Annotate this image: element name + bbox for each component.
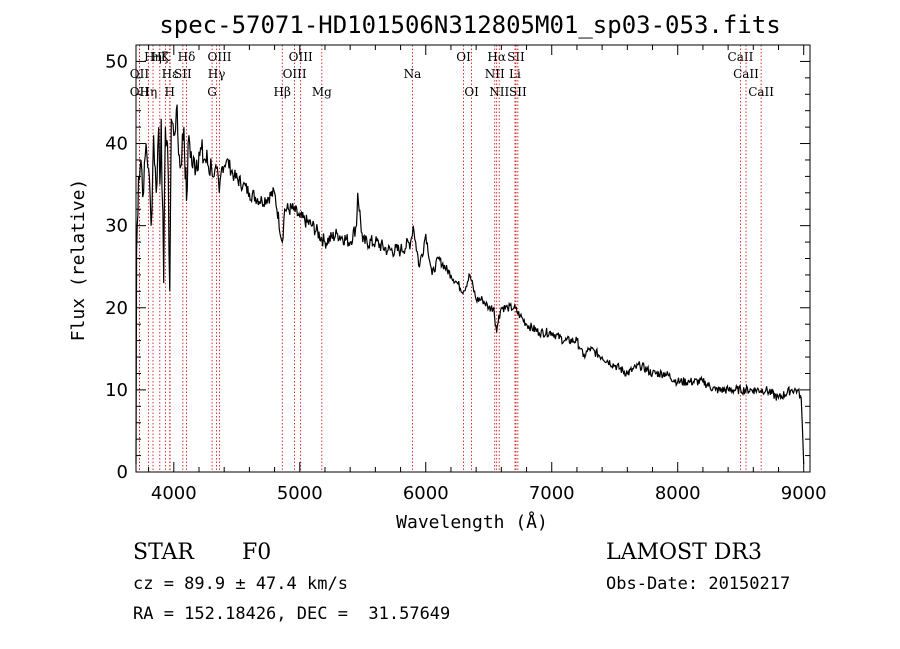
spectral-line-label: Hζ <box>151 50 168 64</box>
y-tick-label: 20 <box>105 298 128 319</box>
spectral-line-label: Na <box>404 67 422 81</box>
spectral-line-label: Hβ <box>274 85 291 99</box>
spectral-line-label: Hη <box>144 50 162 64</box>
y-tick-label: 0 <box>117 462 128 483</box>
spectral-line-label: G <box>207 85 217 99</box>
axis-ticks-layer: 4000 5000 6000 7000 8000 9000 0 10 20 30 40 50 <box>105 44 827 504</box>
x-tick-label: 5000 <box>277 483 323 504</box>
x-tick-label: 9000 <box>781 483 827 504</box>
spectral-line-label: NII <box>485 67 505 81</box>
redshift-readout: cz = 89.9 ± 47.4 km/s <box>133 574 348 594</box>
y-tick-label: 30 <box>105 216 128 237</box>
spectral-line-label: Li <box>509 67 521 81</box>
spectral-line-label: OIII <box>289 50 313 64</box>
plot-frame <box>135 44 811 473</box>
x-tick-label: 8000 <box>655 483 701 504</box>
x-tick-label: 7000 <box>529 483 575 504</box>
spectral-line-label: OII <box>130 85 150 99</box>
x-tick-label: 4000 <box>151 483 197 504</box>
x-tick-label: 6000 <box>403 483 449 504</box>
spectral-line-label: NII <box>489 85 509 99</box>
y-axis-label: Flux (relative) <box>68 179 89 342</box>
spectral-line-label: Hη <box>140 85 158 99</box>
spectral-line-label: Hγ <box>208 67 226 81</box>
spectral-line-label: K <box>161 50 171 64</box>
chart-title: spec-57071-HD101506N312805M01_sp03-053.f… <box>159 11 780 39</box>
spectral-line-label: Mg <box>312 85 332 99</box>
object-class: STAR <box>133 540 194 565</box>
spectral-line-label: Hδ <box>178 50 196 64</box>
spectral-line-label: OI <box>456 50 471 64</box>
x-axis-label: Wavelength (Å) <box>396 511 548 533</box>
spectral-lines-layer: OIIOIIHηHηHζKHHεSIIHδGHγOIIIHβOIIIOIIIMg… <box>130 45 774 472</box>
coordinates: RA = 152.18426, DEC = 31.57649 <box>133 604 451 624</box>
object-subclass: F0 <box>242 540 272 565</box>
spectral-line-label: OI <box>464 85 479 99</box>
spectral-line-label: CaII <box>748 85 774 99</box>
spectral-line-label: CaII <box>733 67 759 81</box>
obs-date: Obs-Date: 20150217 <box>606 574 791 594</box>
spectral-line-label: SII <box>174 67 192 81</box>
spectral-line-label: Hα <box>487 50 506 64</box>
flux-series-line <box>135 104 805 464</box>
y-tick-label: 50 <box>105 51 128 72</box>
spectral-line-label: CaII <box>728 50 754 64</box>
y-tick-label: 40 <box>105 134 128 155</box>
spectral-line-label: Hε <box>162 67 179 81</box>
survey-name: LAMOST DR3 <box>606 540 762 565</box>
spectral-line-label: OIII <box>207 50 231 64</box>
y-tick-label: 10 <box>105 380 128 401</box>
spectral-line-label: SII <box>507 50 525 64</box>
spectral-line-label: OIII <box>283 67 307 81</box>
spectral-line-label: SII <box>509 85 527 99</box>
